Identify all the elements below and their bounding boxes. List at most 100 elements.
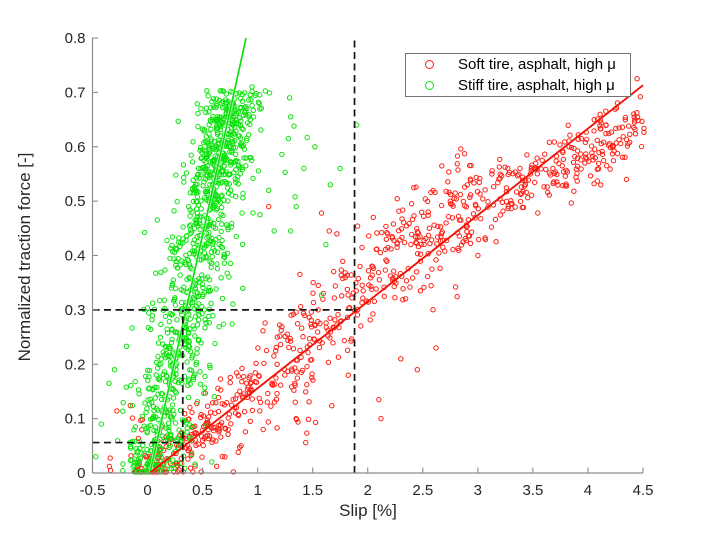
scatter-point-soft: [591, 128, 597, 134]
scatter-point-stiff: [246, 112, 252, 118]
scatter-point-stiff: [240, 285, 246, 291]
scatter-point-soft: [261, 360, 267, 367]
scatter-point-stiff: [185, 329, 192, 335]
scatter-point-soft: [425, 209, 431, 215]
scatter-point-stiff: [123, 384, 130, 390]
scatter-point-stiff: [147, 448, 154, 454]
scatter-point-stiff: [207, 362, 213, 368]
scatter-point-soft: [392, 295, 398, 301]
scatter-point-soft: [359, 244, 365, 251]
scatter-point-soft: [450, 246, 456, 253]
scatter-point-soft: [310, 290, 316, 296]
scatter-point-soft: [305, 416, 312, 422]
scatter-point-soft: [331, 325, 337, 331]
scatter-point-stiff: [292, 194, 298, 200]
scatter-point-soft: [627, 131, 633, 138]
scatter-point-soft: [345, 372, 351, 378]
scatter-point-soft: [215, 385, 221, 392]
scatter-point-stiff: [214, 249, 221, 256]
scatter-point-soft: [428, 283, 434, 289]
scatter-point-stiff: [131, 462, 138, 468]
scatter-point-stiff: [213, 286, 219, 292]
scatter-point-soft: [228, 421, 234, 427]
scatter-point-soft: [370, 214, 376, 221]
scatter-point-soft: [183, 445, 190, 451]
scatter-point-stiff: [153, 414, 159, 420]
legend-label-stiff-tire: Stiff tire, asphalt, high μ: [458, 77, 615, 94]
scatter-point-soft: [292, 382, 298, 388]
scatter-point-soft: [500, 208, 506, 214]
scatter-point-stiff: [145, 377, 151, 384]
scatter-point-soft: [560, 149, 566, 156]
scatter-point-stiff: [229, 118, 236, 124]
scatter-point-soft: [286, 344, 292, 351]
scatter-point-stiff: [153, 372, 160, 378]
scatter-point-soft: [256, 373, 262, 379]
scatter-point-stiff: [220, 120, 227, 126]
scatter-point-soft: [400, 297, 406, 303]
scatter-point-soft: [207, 409, 214, 415]
scatter-point-soft: [434, 241, 440, 247]
scatter-point-soft: [274, 361, 280, 367]
scatter-point-soft: [421, 213, 427, 220]
scatter-point-soft: [513, 189, 520, 195]
scatter-point-soft: [623, 176, 630, 183]
scatter-point-soft: [389, 235, 395, 241]
scatter-point-soft: [415, 244, 422, 250]
scatter-point-stiff: [208, 126, 214, 133]
scatter-point-stiff: [199, 310, 205, 317]
scatter-point-stiff: [208, 300, 214, 306]
scatter-point-soft: [252, 378, 258, 385]
scatter-point-stiff: [180, 236, 187, 242]
scatter-point-stiff: [189, 248, 196, 254]
scatter-point-stiff: [186, 338, 192, 344]
scatter-point-soft: [368, 283, 374, 290]
scatter-point-soft: [544, 184, 550, 190]
scatter-point-soft: [213, 400, 219, 406]
scatter-point-soft: [353, 288, 359, 294]
scatter-point-soft: [597, 111, 603, 118]
scatter-point-stiff: [233, 151, 239, 158]
scatter-point-stiff: [235, 173, 241, 180]
legend-entry-stiff-tire: Stiff tire, asphalt, high μ: [406, 76, 630, 95]
x-tick-label: 4: [584, 482, 592, 499]
scatter-point-soft: [641, 125, 647, 132]
scatter-point-soft: [408, 241, 414, 248]
scatter-point-soft: [448, 201, 454, 207]
scatter-point-stiff: [255, 99, 262, 106]
scatter-point-soft: [411, 185, 417, 191]
scatter-point-soft: [187, 465, 194, 471]
scatter-point-stiff: [258, 127, 264, 133]
scatter-point-soft: [616, 125, 622, 131]
scatter-point-soft: [571, 145, 577, 152]
scatter-point-soft: [345, 292, 351, 298]
scatter-point-stiff: [206, 320, 213, 326]
scatter-point-soft: [603, 122, 609, 129]
scatter-point-soft: [256, 395, 262, 401]
scatter-point-soft: [360, 288, 366, 294]
scatter-point-stiff: [206, 147, 213, 153]
scatter-point-soft: [613, 125, 619, 132]
scatter-point-soft: [253, 360, 259, 366]
scatter-point-soft: [505, 165, 511, 172]
scatter-point-stiff: [219, 192, 225, 198]
scatter-point-stiff: [225, 98, 231, 105]
scatter-point-soft: [384, 258, 390, 264]
scatter-point-soft: [422, 196, 428, 202]
scatter-point-stiff: [209, 254, 215, 260]
scatter-point-stiff: [221, 251, 228, 258]
scatter-point-soft: [641, 129, 647, 136]
scatter-point-stiff: [143, 409, 149, 416]
scatter-point-soft: [331, 268, 337, 275]
scatter-point-soft: [492, 216, 499, 223]
scatter-point-stiff: [120, 461, 126, 467]
scatter-point-soft: [360, 295, 366, 301]
scatter-point-stiff: [227, 162, 234, 168]
scatter-point-soft: [242, 429, 249, 435]
scatter-point-stiff: [247, 121, 253, 128]
scatter-point-stiff: [169, 234, 176, 240]
scatter-point-soft: [565, 122, 571, 129]
scatter-point-soft: [584, 136, 590, 143]
scatter-point-soft: [516, 171, 522, 178]
